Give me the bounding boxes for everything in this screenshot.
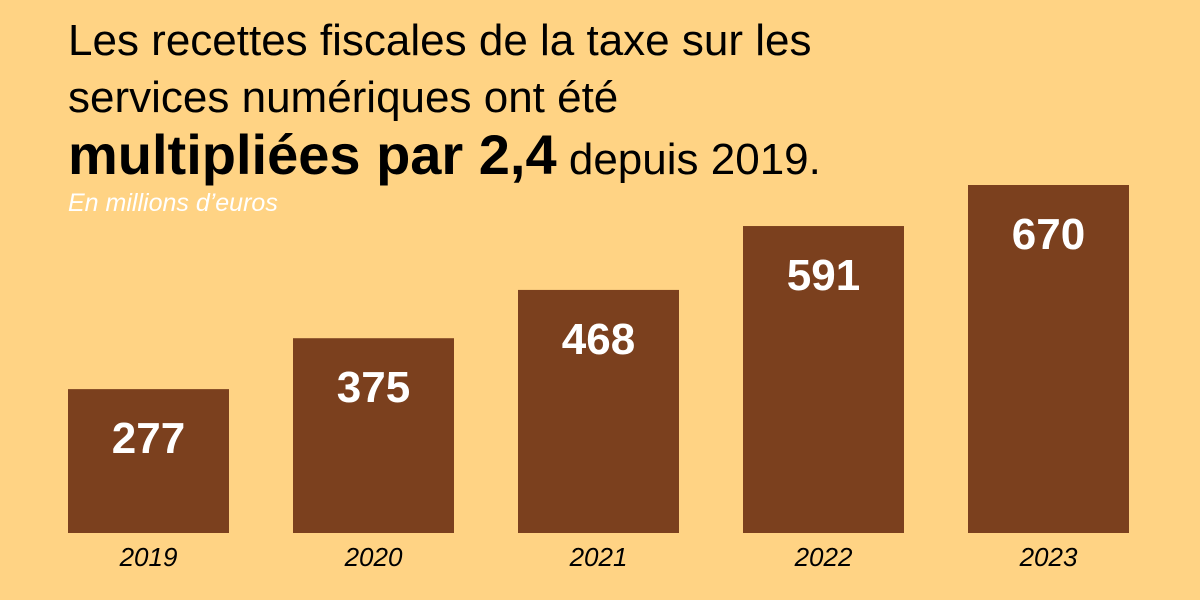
chart-subtitle: En millions d’euros <box>68 189 278 217</box>
x-tick-label-2019: 2019 <box>119 542 178 572</box>
bar-value-label-2022: 591 <box>787 251 860 300</box>
title-line-3: multipliées par 2,4 depuis 2019. <box>68 126 1068 188</box>
title-emphasis: multipliées par 2,4 <box>68 123 557 186</box>
x-tick-label-2021: 2021 <box>569 542 628 572</box>
bar-value-label-2020: 375 <box>337 363 410 412</box>
title-line-2: services numériques ont été <box>68 73 619 122</box>
title-line-3-rest: depuis 2019. <box>556 135 821 184</box>
chart-title: Les recettes fiscales de la taxe sur les… <box>68 12 1068 188</box>
bar-2023 <box>968 185 1129 533</box>
bar-2021 <box>518 289 679 533</box>
x-tick-label-2020: 2020 <box>344 542 403 572</box>
bar-2019 <box>68 389 229 533</box>
bar-value-label-2021: 468 <box>562 315 635 364</box>
title-line-1: Les recettes fiscales de la taxe sur les <box>68 16 812 65</box>
bar-value-label-2019: 277 <box>112 414 185 463</box>
bar-2020 <box>293 338 454 533</box>
bar-value-label-2023: 670 <box>1012 210 1085 259</box>
x-tick-label-2023: 2023 <box>1019 542 1078 572</box>
bar-2022 <box>743 226 904 533</box>
x-tick-label-2022: 2022 <box>794 542 853 572</box>
